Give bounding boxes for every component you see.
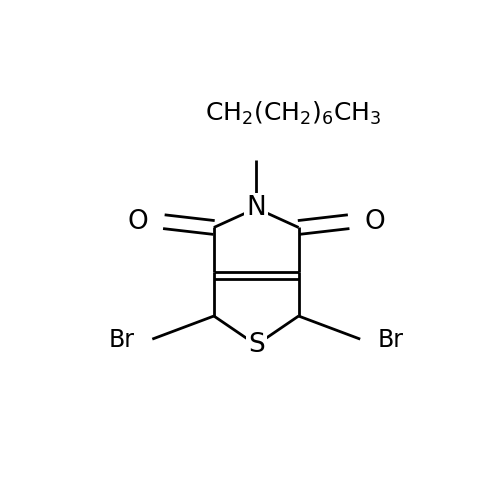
Text: Br: Br	[378, 328, 404, 352]
Text: O: O	[364, 208, 385, 234]
Text: S: S	[248, 332, 264, 358]
Text: $\mathregular{CH_2(CH_2)_6CH_3}$: $\mathregular{CH_2(CH_2)_6CH_3}$	[204, 100, 381, 128]
Text: N: N	[246, 195, 266, 221]
Text: O: O	[128, 208, 148, 234]
Text: Br: Br	[109, 328, 135, 352]
